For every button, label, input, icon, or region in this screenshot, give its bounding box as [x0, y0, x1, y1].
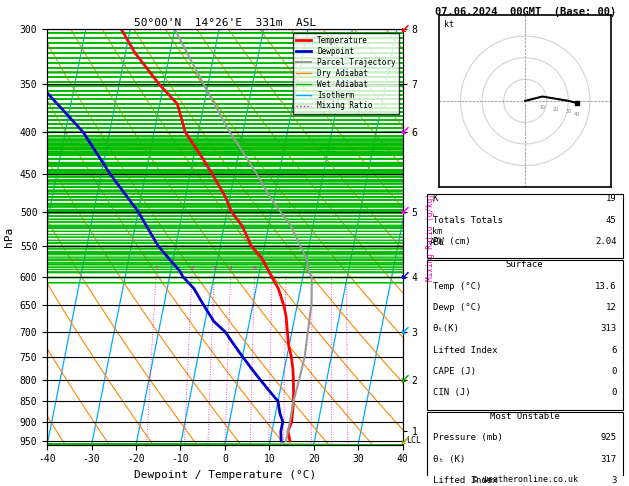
Text: 3: 3	[611, 476, 616, 485]
Text: 30: 30	[565, 109, 572, 115]
Text: ↙: ↙	[399, 270, 409, 283]
Text: LCL: LCL	[406, 436, 421, 446]
Text: 0: 0	[611, 388, 616, 398]
Title: 50°00'N  14°26'E  331m  ASL: 50°00'N 14°26'E 331m ASL	[134, 18, 316, 28]
Text: 0: 0	[611, 367, 616, 376]
Text: 20: 20	[552, 107, 559, 112]
Text: K: K	[433, 194, 438, 203]
Text: PW (cm): PW (cm)	[433, 237, 470, 246]
Text: CAPE (J): CAPE (J)	[433, 367, 476, 376]
Text: 40: 40	[574, 112, 580, 117]
Text: θₜ (K): θₜ (K)	[433, 455, 465, 464]
Text: 6: 6	[253, 266, 257, 271]
Text: 13.6: 13.6	[595, 282, 616, 291]
Text: Surface: Surface	[506, 260, 543, 270]
Text: ↙: ↙	[399, 434, 409, 448]
Text: 317: 317	[601, 455, 616, 464]
Text: 6: 6	[611, 346, 616, 355]
Text: 10: 10	[539, 105, 545, 110]
Text: 45: 45	[606, 216, 616, 225]
Text: 4: 4	[229, 266, 233, 271]
Text: Totals Totals: Totals Totals	[433, 216, 503, 225]
Bar	[426, 194, 623, 258]
Text: Pressure (mb): Pressure (mb)	[433, 434, 503, 442]
Text: kt: kt	[444, 20, 454, 29]
Text: 3: 3	[213, 266, 216, 271]
Text: Mixing Ratio (g/kg): Mixing Ratio (g/kg)	[426, 193, 435, 281]
Text: 12: 12	[606, 303, 616, 312]
Text: 19: 19	[606, 194, 616, 203]
Text: ↙: ↙	[399, 325, 409, 338]
Bar	[426, 260, 623, 410]
Text: 313: 313	[601, 325, 616, 333]
Text: © weatheronline.co.uk: © weatheronline.co.uk	[474, 474, 578, 484]
Text: 2.04: 2.04	[595, 237, 616, 246]
Text: ↙: ↙	[399, 125, 409, 139]
Text: Dewp (°C): Dewp (°C)	[433, 303, 481, 312]
Text: 1: 1	[155, 266, 159, 271]
Text: ↙: ↙	[399, 23, 409, 35]
Text: Lifted Index: Lifted Index	[433, 476, 497, 485]
Text: CIN (J): CIN (J)	[433, 388, 470, 398]
Y-axis label: hPa: hPa	[4, 227, 14, 247]
Text: θₜ(K): θₜ(K)	[433, 325, 459, 333]
Text: Most Unstable: Most Unstable	[489, 412, 560, 421]
Text: Temp (°C): Temp (°C)	[433, 282, 481, 291]
Text: ↙: ↙	[399, 205, 409, 218]
Y-axis label: km
ASL: km ASL	[430, 227, 445, 246]
Text: 07.06.2024  00GMT  (Base: 00): 07.06.2024 00GMT (Base: 00)	[435, 7, 616, 17]
X-axis label: Dewpoint / Temperature (°C): Dewpoint / Temperature (°C)	[134, 470, 316, 480]
Bar	[426, 412, 623, 486]
Text: Lifted Index: Lifted Index	[433, 346, 497, 355]
Text: ↙: ↙	[399, 373, 409, 386]
Legend: Temperature, Dewpoint, Parcel Trajectory, Dry Adiabat, Wet Adiabat, Isotherm, Mi: Temperature, Dewpoint, Parcel Trajectory…	[292, 33, 399, 114]
Text: 2: 2	[191, 266, 194, 271]
Text: 925: 925	[601, 434, 616, 442]
